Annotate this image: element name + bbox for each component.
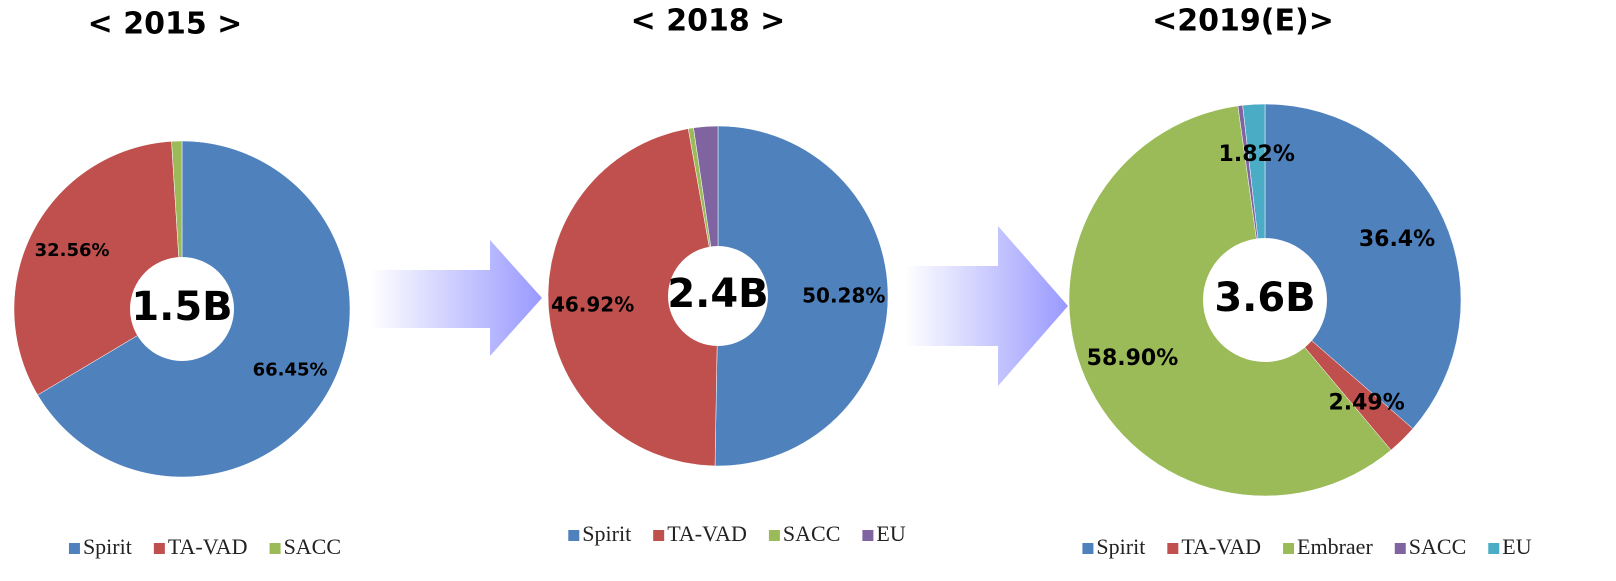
center-label: 3.6B [1214,275,1315,321]
data-label: 58.90% [1087,346,1179,371]
center-label: 1.5B [131,284,232,330]
legend-swatch [768,530,780,541]
data-label: 1.82% [1219,142,1295,167]
legend-label: Embraer [1297,534,1373,559]
legend-swatch [68,543,80,554]
donut-hole [1203,238,1327,362]
legend-swatch [1167,543,1179,554]
pie-slice [547,128,719,467]
center-label: 2.4B [667,271,768,317]
donut-hole [668,246,768,346]
data-label: 46.92% [551,292,634,316]
pie-slice [1264,103,1462,430]
legend-label: Spirit [582,521,631,546]
legend-swatch [269,543,281,554]
data-label: 32.56% [35,240,110,261]
legend-label: Spirit [1096,534,1145,559]
chart-title: < 2015 > [88,7,243,42]
arrow [905,226,1068,386]
arrow [370,240,542,356]
data-label: 36.4% [1359,227,1435,252]
legend-label: EU [1502,534,1531,559]
legend-swatch [653,530,665,541]
legend-label: SACC [284,534,341,559]
data-label: 2.49% [1328,390,1404,415]
legend-label: TA-VAD [168,534,248,559]
legend-swatch [153,543,165,554]
chart-title: <2019(E)> [1152,4,1334,39]
chart-title: < 2018 > [631,4,786,39]
legend-label: SACC [1409,534,1466,559]
legend-swatch [1082,543,1094,554]
legend-label: TA-VAD [1181,534,1261,559]
legend-label: SACC [783,521,840,546]
donut-hole [130,257,234,361]
legend-label: Spirit [83,534,132,559]
legend-swatch [568,530,580,541]
legend-label: TA-VAD [667,521,747,546]
legend-swatch [1394,543,1406,554]
pie-slice [714,125,889,467]
legend-swatch [1488,543,1500,554]
legend-swatch [1283,543,1295,554]
legend-swatch [862,530,874,541]
data-label: 50.28% [802,284,885,308]
legend-label: EU [876,521,905,546]
data-label: 66.45% [253,359,328,380]
